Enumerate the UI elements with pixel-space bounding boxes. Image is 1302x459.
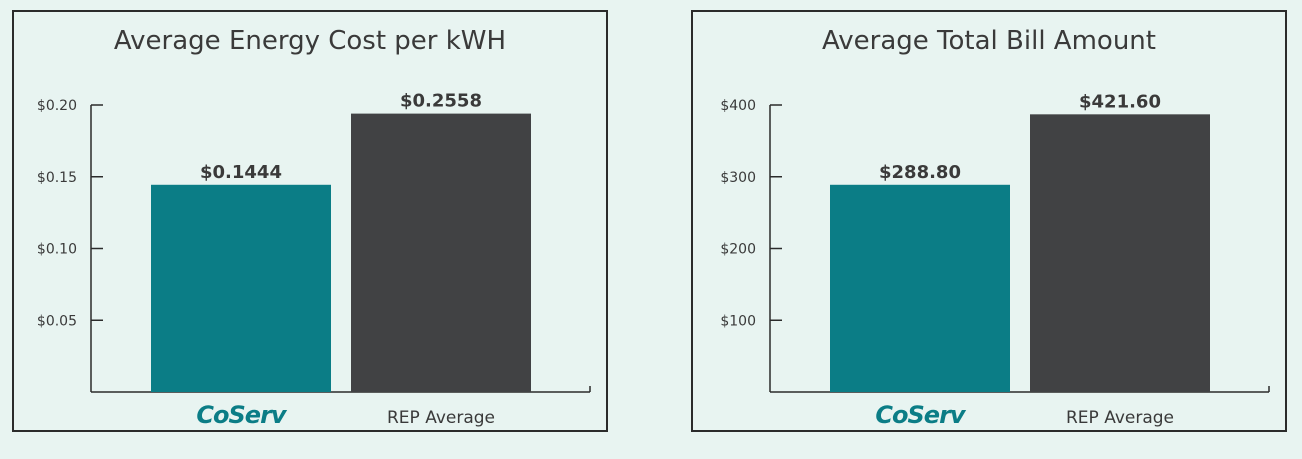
- chart-panel-energy-cost: Average Energy Cost per kWH $0.05 $0.10 $0…: [12, 10, 608, 432]
- y-tick-label: $300: [720, 170, 756, 186]
- bar-value-label: $0.1444: [200, 162, 282, 183]
- coserv-logo: CoServ: [875, 401, 967, 429]
- bar-rep-average: [351, 113, 531, 393]
- bar-value-label: $0.2558: [400, 91, 482, 112]
- category-label: REP Average: [387, 408, 495, 428]
- chart-title: Average Total Bill Amount: [822, 26, 1156, 56]
- chart-title: Average Energy Cost per kWH: [113, 26, 507, 56]
- bar-coserv: [830, 184, 1010, 392]
- y-tick-label: $200: [720, 242, 756, 258]
- bar-coserv: [151, 184, 331, 392]
- y-tick-label: $400: [720, 98, 756, 114]
- y-tick-label: $0.05: [37, 313, 77, 329]
- coserv-logo: CoServ: [196, 401, 288, 429]
- y-tick-label: $0.15: [37, 170, 77, 186]
- chart-panel-total-bill: Average Total Bill Amount $100 $200 $300 $4…: [691, 10, 1287, 432]
- y-tick-label: $100: [720, 313, 756, 329]
- bar-value-label: $421.60: [1079, 91, 1161, 112]
- y-tick-label: $0.20: [37, 98, 77, 114]
- bar-chart-total-bill: $100 $200 $300 $400 $288.80 CoServ $421.60 REP …: [720, 91, 1270, 429]
- bar-chart-energy-cost: $0.05 $0.10 $0.15 $0.20 $0.1444 CoServ $0.2558…: [37, 91, 591, 429]
- bar-rep-average: [1030, 114, 1210, 392]
- y-tick-label: $0.10: [37, 242, 77, 258]
- bar-value-label: $288.80: [879, 162, 961, 183]
- category-label: REP Average: [1066, 408, 1174, 428]
